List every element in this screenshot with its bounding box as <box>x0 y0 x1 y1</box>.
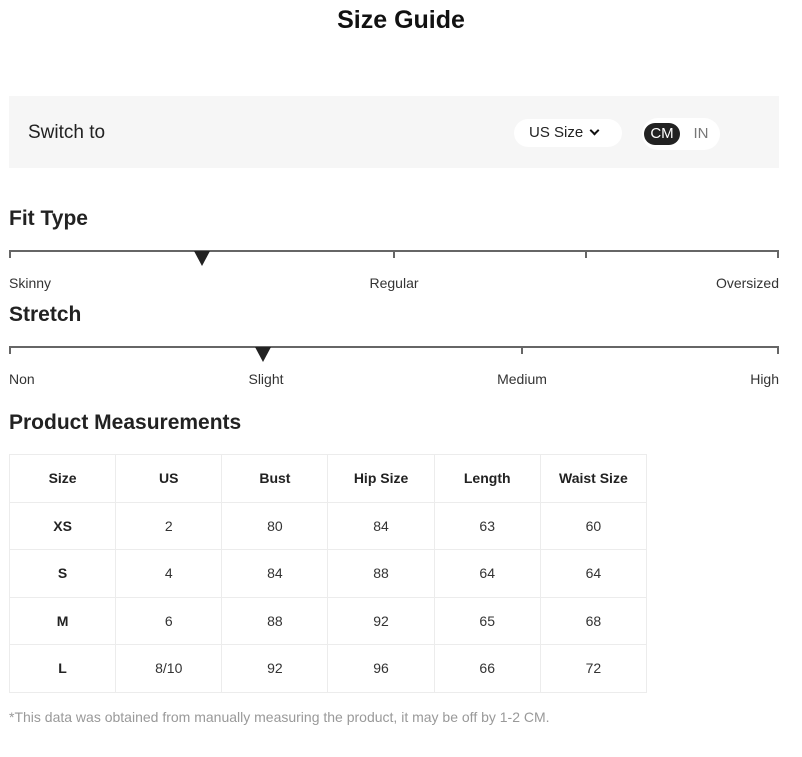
table-cell: 65 <box>433 596 541 645</box>
fit-label-skinny: Skinny <box>9 275 52 291</box>
stretch-label-high: High <box>750 371 779 387</box>
fit-marker-icon <box>193 251 210 266</box>
switch-bar: Switch to US Size CM IN <box>9 96 779 168</box>
scale-tick <box>9 346 11 354</box>
unit-cm-button[interactable]: CM <box>644 123 680 145</box>
page-title: Size Guide <box>337 6 465 34</box>
stretch-heading: Stretch <box>9 303 82 326</box>
column-header: Waist Size <box>539 454 648 503</box>
table-cell: 88 <box>221 596 329 645</box>
table-cell: 88 <box>327 549 435 598</box>
table-cell: 8/10 <box>115 644 223 693</box>
table-cell: 92 <box>221 644 329 693</box>
scale-tick <box>521 346 523 354</box>
measurement-note: *This data was obtained from manually me… <box>9 709 550 725</box>
table-cell: 96 <box>327 644 435 693</box>
unit-toggle: CM IN <box>642 118 720 150</box>
table-cell: 66 <box>433 644 541 693</box>
measurements-table: Size US Bust Hip Size Length Waist Size … <box>8 454 648 693</box>
stretch-label-slight: Slight <box>248 371 284 387</box>
table-cell: 84 <box>221 549 329 598</box>
scale-tick <box>393 250 395 258</box>
scale-tick <box>777 250 779 258</box>
table-cell: 4 <box>115 549 223 598</box>
table-cell: 64 <box>539 549 648 598</box>
stretch-marker-icon <box>255 347 272 362</box>
table-row: XS 2 80 84 63 60 <box>8 501 648 550</box>
column-header: Bust <box>221 454 329 503</box>
fit-type-scale: Skinny Regular Oversized <box>9 250 779 291</box>
fit-type-heading: Fit Type <box>9 207 88 230</box>
table-cell: 60 <box>539 501 648 550</box>
table-cell: S <box>8 549 117 598</box>
stretch-scale: Non Slight Medium High <box>9 346 779 387</box>
table-header-row: Size US Bust Hip Size Length Waist Size <box>8 454 648 503</box>
column-header: Hip Size <box>327 454 435 503</box>
table-cell: L <box>8 644 117 693</box>
table-row: M 6 88 92 65 68 <box>8 596 648 645</box>
table-cell: 64 <box>433 549 541 598</box>
switch-label: Switch to <box>28 122 106 143</box>
scale-tick <box>585 250 587 258</box>
fit-label-regular: Regular <box>369 275 419 291</box>
stretch-label-non: Non <box>9 371 35 387</box>
table-cell: 68 <box>539 596 648 645</box>
unit-in-button[interactable]: IN <box>693 125 709 142</box>
chevron-down-icon <box>589 125 600 136</box>
table-cell: XS <box>8 501 117 550</box>
table-cell: 2 <box>115 501 223 550</box>
table-cell: 6 <box>115 596 223 645</box>
fit-label-oversized: Oversized <box>715 275 779 291</box>
size-system-select[interactable]: US Size <box>514 119 622 147</box>
scale-tick <box>777 346 779 354</box>
column-header: US <box>115 454 223 503</box>
table-cell: M <box>8 596 117 645</box>
measurements-heading: Product Measurements <box>9 411 242 434</box>
column-header: Length <box>433 454 541 503</box>
table-cell: 84 <box>327 501 435 550</box>
scale-line <box>9 346 779 348</box>
column-header: Size <box>8 454 117 503</box>
size-select-value: US Size <box>529 124 584 141</box>
table-cell: 92 <box>327 596 435 645</box>
table-cell: 72 <box>539 644 648 693</box>
table-row: L 8/10 92 96 66 72 <box>8 644 648 693</box>
scale-tick <box>9 250 11 258</box>
table-cell: 63 <box>433 501 541 550</box>
table-row: S 4 84 88 64 64 <box>8 549 648 598</box>
table-cell: 80 <box>221 501 329 550</box>
stretch-label-medium: Medium <box>497 371 547 387</box>
